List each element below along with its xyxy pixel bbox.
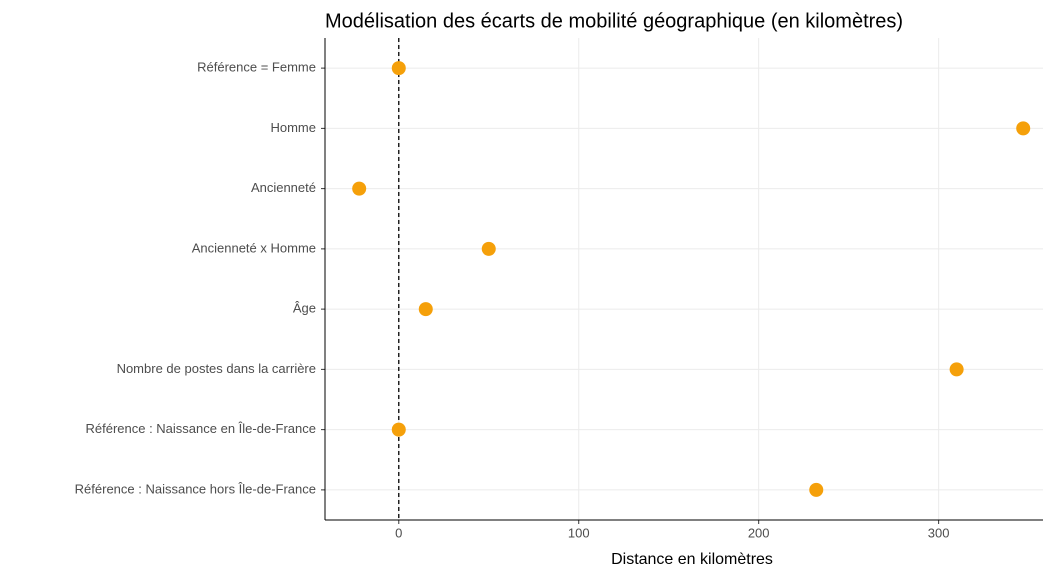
dot bbox=[352, 181, 367, 196]
dot bbox=[391, 422, 406, 437]
y-tick-label: Référence : Naissance en Île-de-France bbox=[85, 421, 316, 436]
x-tick-label: 200 bbox=[748, 525, 770, 540]
dot bbox=[809, 482, 824, 497]
y-tick-label: Homme bbox=[270, 120, 316, 135]
dot bbox=[481, 241, 496, 256]
dot bbox=[949, 362, 964, 377]
x-tick-label: 100 bbox=[568, 525, 590, 540]
y-tick-label: Ancienneté bbox=[251, 180, 316, 195]
y-tick-label: Référence : Naissance hors Île-de-France bbox=[75, 481, 316, 496]
y-tick-label: Ancienneté x Homme bbox=[192, 240, 316, 255]
dot bbox=[1016, 121, 1031, 136]
x-axis-title: Distance en kilomètres bbox=[611, 551, 773, 568]
dot bbox=[391, 61, 406, 76]
x-tick-label: 0 bbox=[395, 525, 402, 540]
dot bbox=[418, 302, 433, 317]
y-tick-label: Âge bbox=[293, 301, 316, 316]
chart-title: Modélisation des écarts de mobilité géog… bbox=[325, 10, 903, 32]
y-tick-label: Référence = Femme bbox=[197, 60, 316, 75]
x-tick-label: 300 bbox=[928, 525, 950, 540]
y-tick-label: Nombre de postes dans la carrière bbox=[117, 361, 316, 376]
